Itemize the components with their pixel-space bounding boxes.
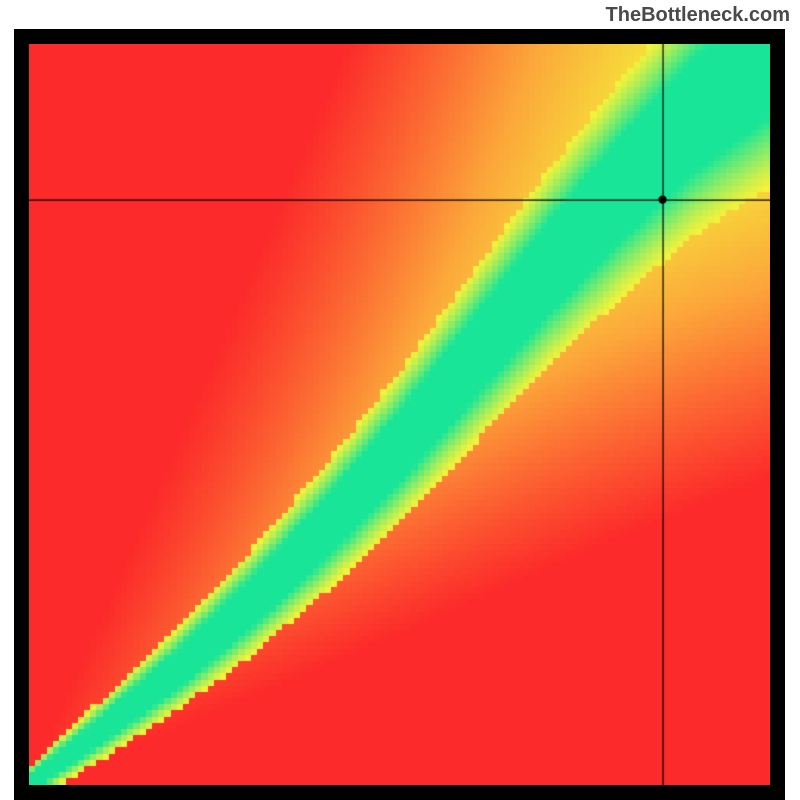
chart-frame: [14, 29, 785, 800]
heatmap-canvas: [29, 44, 770, 785]
watermark-text: TheBottleneck.com: [606, 4, 790, 27]
chart-container: TheBottleneck.com: [0, 0, 800, 800]
